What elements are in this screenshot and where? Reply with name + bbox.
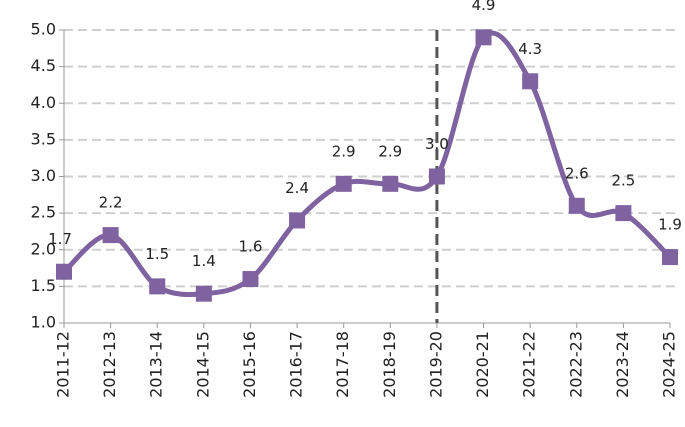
data-label: 1.4 [192, 252, 216, 270]
marker [568, 197, 585, 214]
marker [289, 212, 306, 229]
x-tick-label: 2011-12 [54, 331, 73, 398]
marker [428, 168, 445, 185]
data-label: 2.5 [611, 172, 635, 190]
marker [56, 263, 72, 280]
data-label: 1.6 [239, 238, 263, 256]
data-label: 1.7 [48, 230, 72, 248]
y-tick-label: 4.5 [31, 56, 56, 75]
y-tick-label: 1.0 [31, 313, 56, 332]
x-tick-label: 2021-22 [520, 331, 539, 398]
marker [522, 73, 539, 90]
x-tick-label: 2018-19 [380, 331, 399, 398]
data-label: 2.2 [99, 194, 123, 212]
x-tick-label: 2012-13 [100, 331, 119, 398]
x-tick-label: 2017-18 [333, 331, 352, 398]
y-tick-label: 1.5 [31, 276, 56, 295]
y-tick-label: 4.0 [31, 93, 56, 112]
x-tick-label: 2020-21 [473, 331, 492, 398]
x-tick-label: 2014-15 [193, 331, 212, 398]
data-label: 4.3 [518, 40, 542, 58]
data-label: 1.5 [145, 245, 169, 263]
x-tick-label: 2024-25 [660, 331, 679, 398]
y-tick-label: 3.0 [31, 166, 56, 185]
x-tick-label: 2016-17 [287, 331, 306, 398]
y-tick-label: 5.0 [31, 20, 56, 39]
x-tick-label: 2022-23 [566, 331, 585, 398]
marker [662, 249, 678, 266]
marker [475, 29, 492, 46]
marker [242, 271, 259, 288]
x-tick-label: 2015-16 [240, 331, 259, 398]
marker [615, 205, 632, 222]
x-tick-label: 2019-20 [426, 331, 445, 398]
marker [335, 175, 352, 192]
marker [382, 175, 399, 192]
x-tick-label: 2023-24 [613, 331, 632, 398]
data-label: 1.9 [658, 216, 682, 234]
data-label: 2.6 [565, 164, 589, 182]
y-tick-label: 2.5 [31, 203, 56, 222]
marker [195, 285, 212, 302]
data-label: 2.9 [378, 142, 402, 160]
data-label: 3.0 [425, 135, 449, 153]
data-label: 2.4 [285, 179, 309, 197]
data-label: 2.9 [332, 142, 356, 160]
data-label: 4.9 [472, 0, 496, 14]
x-tick-label: 2013-14 [147, 331, 166, 398]
y-tick-label: 2.0 [31, 239, 56, 258]
marker [149, 278, 166, 295]
y-tick-label: 3.5 [31, 129, 56, 148]
marker [102, 227, 119, 244]
